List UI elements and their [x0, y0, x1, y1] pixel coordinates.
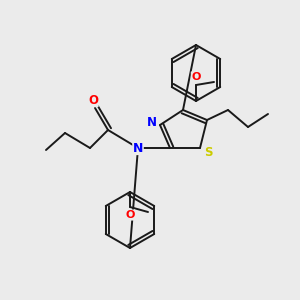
Text: O: O	[88, 94, 98, 106]
Text: S: S	[204, 146, 212, 160]
Text: O: O	[191, 72, 201, 82]
Text: O: O	[125, 210, 135, 220]
Text: N: N	[147, 116, 157, 128]
Text: N: N	[133, 142, 143, 154]
